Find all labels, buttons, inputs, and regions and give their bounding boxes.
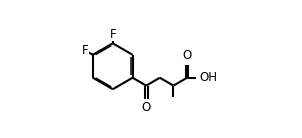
Text: O: O (142, 101, 151, 114)
Text: F: F (82, 44, 88, 57)
Text: OH: OH (200, 71, 218, 84)
Text: F: F (109, 28, 116, 41)
Text: O: O (182, 49, 192, 62)
